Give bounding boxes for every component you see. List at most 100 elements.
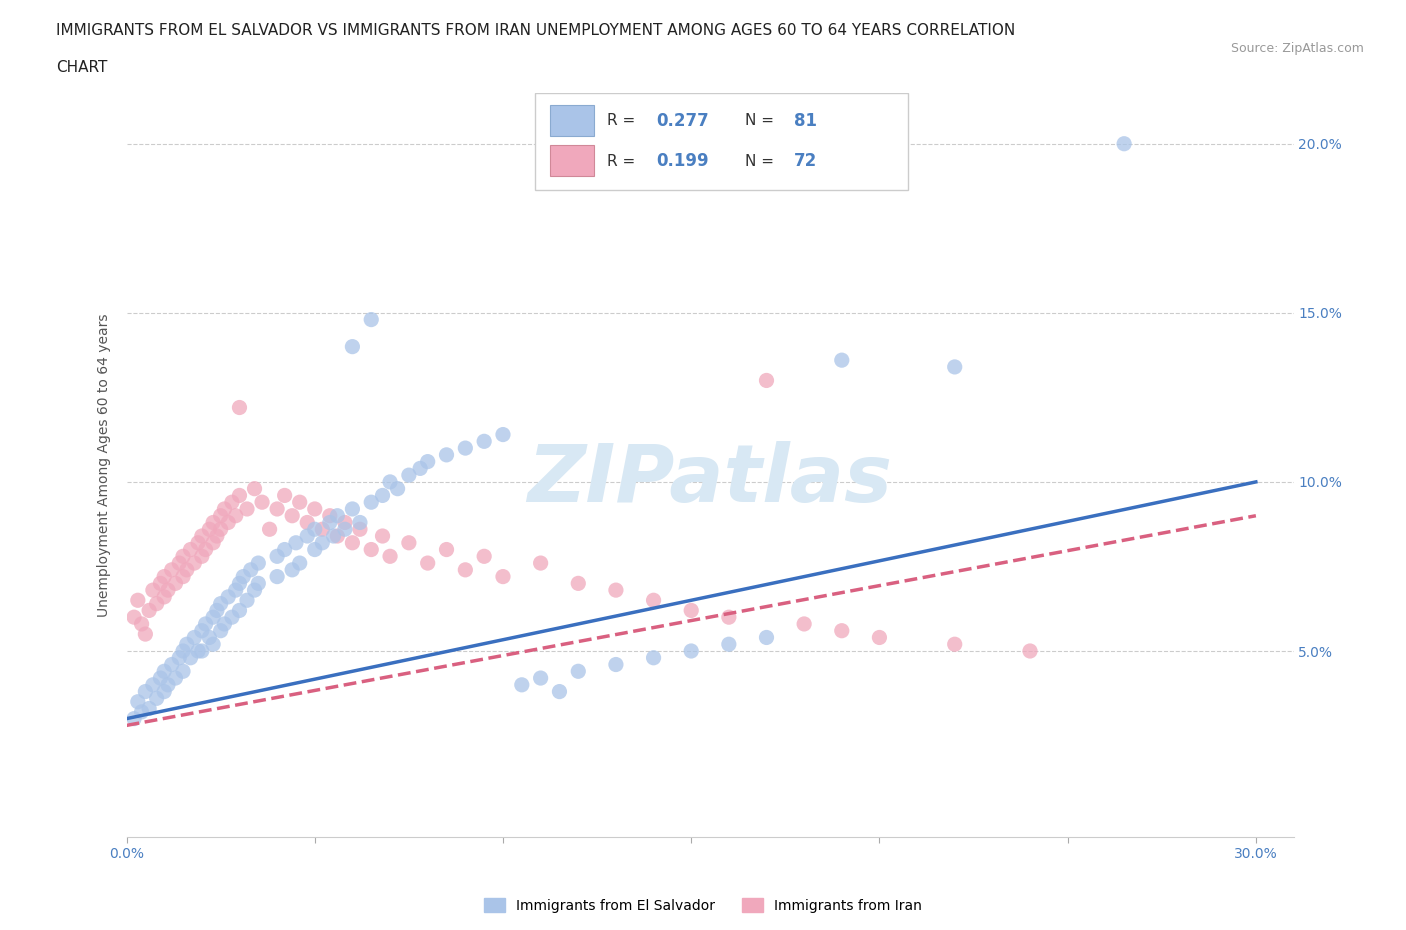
Point bbox=[131, 704, 153, 719]
Point bbox=[398, 468, 420, 483]
Point bbox=[492, 569, 515, 584]
Point bbox=[149, 576, 172, 591]
Point bbox=[225, 509, 247, 524]
Point bbox=[127, 592, 149, 607]
Point bbox=[142, 583, 165, 598]
Point bbox=[342, 339, 364, 354]
Text: N =: N = bbox=[745, 154, 779, 169]
Point bbox=[194, 542, 217, 557]
Point bbox=[183, 555, 205, 570]
Point bbox=[243, 481, 266, 496]
Point bbox=[228, 400, 250, 415]
Bar bbox=[550, 145, 595, 177]
Point bbox=[172, 549, 194, 564]
Point bbox=[643, 650, 665, 665]
Point bbox=[436, 542, 458, 557]
Point bbox=[831, 352, 853, 367]
Point bbox=[167, 650, 190, 665]
Point bbox=[436, 447, 458, 462]
Point bbox=[416, 454, 439, 469]
Point bbox=[167, 555, 190, 570]
Point bbox=[145, 596, 167, 611]
Point bbox=[176, 563, 198, 578]
Point bbox=[311, 536, 333, 551]
Point bbox=[567, 576, 589, 591]
Point bbox=[165, 671, 187, 685]
Point bbox=[202, 637, 225, 652]
Point bbox=[149, 671, 172, 685]
Point bbox=[202, 515, 225, 530]
Point bbox=[371, 528, 394, 543]
Point bbox=[236, 501, 259, 516]
Point bbox=[273, 488, 295, 503]
Text: N =: N = bbox=[745, 113, 779, 128]
Point bbox=[134, 684, 156, 699]
Point bbox=[360, 312, 382, 327]
Point bbox=[378, 474, 401, 489]
Point bbox=[191, 623, 214, 638]
Point bbox=[319, 515, 342, 530]
Point bbox=[793, 617, 815, 631]
Point bbox=[153, 569, 176, 584]
Point bbox=[755, 373, 778, 388]
Point bbox=[297, 515, 319, 530]
Point bbox=[349, 522, 371, 537]
Point bbox=[209, 623, 232, 638]
Point bbox=[172, 644, 194, 658]
Point bbox=[755, 630, 778, 644]
Point bbox=[247, 576, 270, 591]
Point bbox=[717, 637, 740, 652]
Point bbox=[567, 664, 589, 679]
Point bbox=[378, 549, 401, 564]
Point bbox=[142, 677, 165, 692]
Point bbox=[605, 658, 627, 672]
Point bbox=[472, 549, 495, 564]
Point bbox=[266, 569, 288, 584]
Point bbox=[176, 637, 198, 652]
Point bbox=[122, 711, 145, 726]
Point bbox=[221, 495, 243, 510]
Point bbox=[160, 563, 183, 578]
Point bbox=[326, 528, 349, 543]
Point bbox=[202, 610, 225, 625]
Point bbox=[221, 610, 243, 625]
Point bbox=[209, 522, 232, 537]
Point bbox=[145, 691, 167, 706]
Point bbox=[191, 644, 214, 658]
Point bbox=[209, 596, 232, 611]
Point bbox=[250, 495, 273, 510]
Point bbox=[165, 576, 187, 591]
Point bbox=[548, 684, 571, 699]
Point bbox=[232, 569, 254, 584]
Point bbox=[454, 563, 477, 578]
Point bbox=[304, 501, 326, 516]
Point bbox=[236, 592, 259, 607]
Point bbox=[454, 441, 477, 456]
Text: Source: ZipAtlas.com: Source: ZipAtlas.com bbox=[1230, 42, 1364, 55]
Point bbox=[198, 630, 221, 644]
Text: IMMIGRANTS FROM EL SALVADOR VS IMMIGRANTS FROM IRAN UNEMPLOYMENT AMONG AGES 60 T: IMMIGRANTS FROM EL SALVADOR VS IMMIGRANT… bbox=[56, 23, 1015, 38]
Point bbox=[387, 481, 409, 496]
Point bbox=[1114, 137, 1136, 152]
Point bbox=[172, 664, 194, 679]
Point bbox=[360, 495, 382, 510]
Point bbox=[127, 695, 149, 710]
Text: 81: 81 bbox=[794, 112, 817, 129]
Point bbox=[681, 644, 703, 658]
Point bbox=[943, 637, 966, 652]
Point bbox=[943, 360, 966, 375]
Point bbox=[605, 583, 627, 598]
Point bbox=[281, 509, 304, 524]
Point bbox=[326, 509, 349, 524]
Point bbox=[180, 650, 202, 665]
Point bbox=[194, 617, 217, 631]
Legend: Immigrants from El Salvador, Immigrants from Iran: Immigrants from El Salvador, Immigrants … bbox=[478, 893, 928, 919]
Point bbox=[530, 555, 553, 570]
Text: R =: R = bbox=[607, 154, 641, 169]
Point bbox=[333, 515, 356, 530]
Point bbox=[1019, 644, 1042, 658]
Point bbox=[198, 522, 221, 537]
Point bbox=[304, 542, 326, 557]
Text: R =: R = bbox=[607, 113, 641, 128]
Point bbox=[333, 522, 356, 537]
